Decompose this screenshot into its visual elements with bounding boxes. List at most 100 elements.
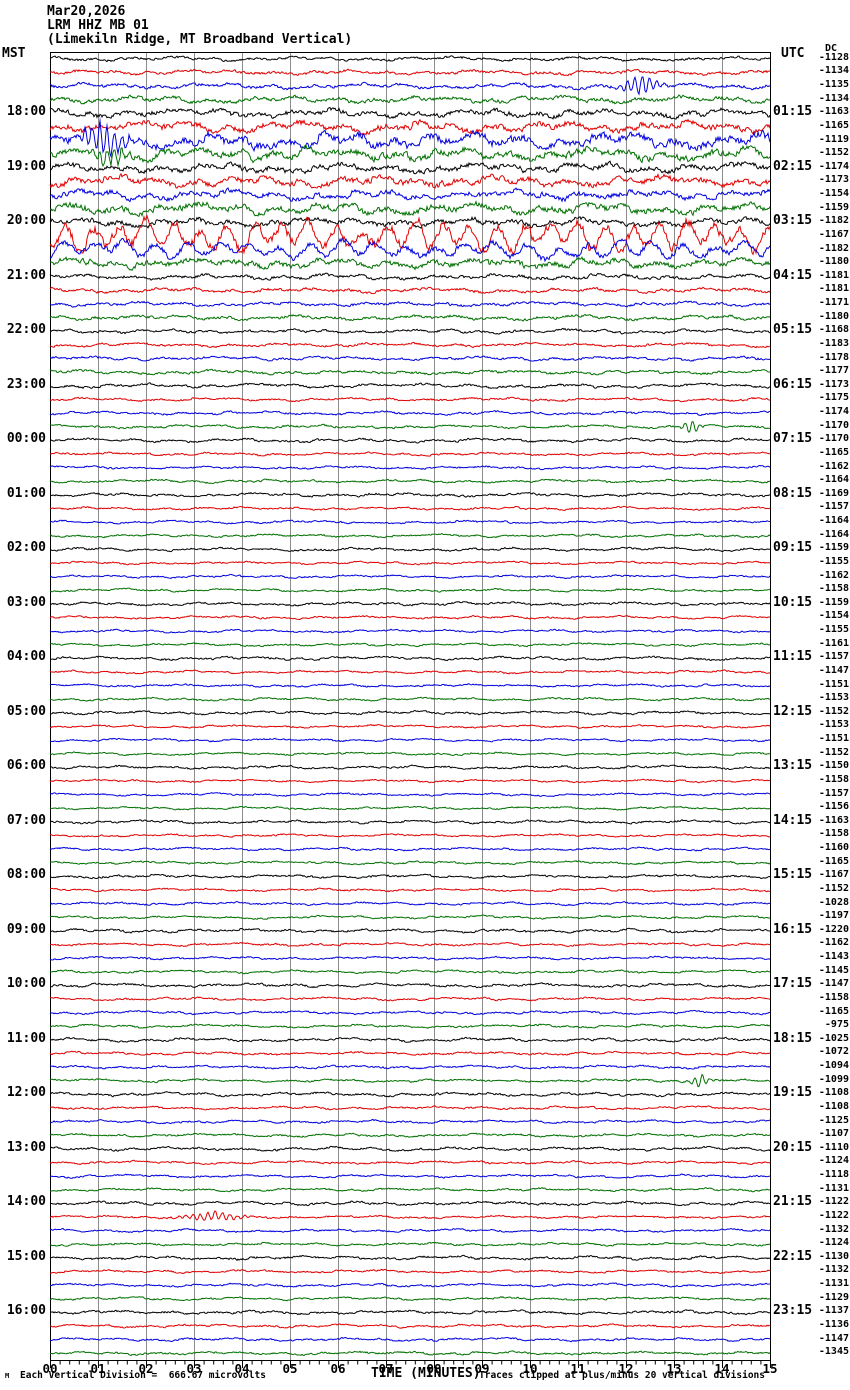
dc-offset-value: -1155	[818, 555, 849, 567]
utc-hour-label: 04:15	[773, 267, 813, 283]
dc-offset-value: -1122	[818, 1196, 849, 1208]
dc-offset-column-header: DC	[824, 43, 837, 54]
dc-offset-value: -1156	[818, 801, 849, 813]
x-tick-label: 02	[138, 1361, 154, 1376]
dc-offset-value: -1159	[818, 201, 849, 213]
dc-offset-value: -1173	[818, 378, 849, 390]
mst-hour-label: 08:00	[6, 867, 46, 883]
dc-offset-value: -1164	[818, 528, 849, 540]
dc-offset-value: -1125	[818, 1114, 849, 1126]
dc-offset-value: -1132	[818, 1223, 849, 1235]
dc-offset-value: -1150	[818, 760, 849, 772]
dc-offset-value: -1124	[818, 1237, 849, 1249]
dc-offset-value: -1160	[818, 842, 849, 854]
station-code: LRM HHZ MB 01	[47, 18, 149, 33]
x-tick-label: 11	[570, 1361, 586, 1376]
dc-offset-value: -1181	[818, 283, 849, 295]
utc-hour-label: 08:15	[773, 485, 813, 501]
dc-offset-value: -1163	[818, 106, 849, 118]
dc-offset-value: -1167	[818, 228, 849, 240]
dc-offset-value: -1161	[818, 637, 849, 649]
dc-offset-value: -1147	[818, 978, 849, 990]
x-axis-title: TIME (MINUTES)	[371, 1366, 481, 1381]
dc-offset-value: -1152	[818, 147, 849, 159]
dc-offset-value: -1099	[818, 1073, 849, 1085]
mst-hour-label: 14:00	[6, 1194, 46, 1210]
dc-offset-value: -1165	[818, 446, 849, 458]
page-title-date: Mar20,2026	[47, 4, 126, 19]
utc-hour-label: 14:15	[773, 812, 813, 828]
station-description: (Limekiln Ridge, MT Broadband Vertical)	[47, 32, 353, 47]
dc-offset-value: -1155	[818, 624, 849, 636]
dc-offset-value: -1162	[818, 937, 849, 949]
dc-offset-value: -1158	[818, 828, 849, 840]
utc-hour-label: 21:15	[773, 1194, 813, 1210]
dc-offset-value: -1165	[818, 1005, 849, 1017]
dc-offset-value: -1181	[818, 269, 849, 281]
dc-offset-value: -1110	[818, 1141, 849, 1153]
utc-hour-label: 13:15	[773, 758, 813, 774]
dc-offset-value: -1158	[818, 773, 849, 785]
dc-offset-value: -1158	[818, 583, 849, 595]
dc-offset-value: -1182	[818, 215, 849, 227]
dc-offset-value: -1134	[818, 92, 849, 104]
dc-offset-value: -1147	[818, 664, 849, 676]
dc-offset-value: -975	[824, 1019, 849, 1031]
x-tick-label: 03	[186, 1361, 202, 1376]
dc-offset-value: -1152	[818, 882, 849, 894]
utc-hour-label: 20:15	[773, 1139, 813, 1155]
dc-offset-value: -1174	[818, 160, 849, 172]
dc-offset-value: -1178	[818, 351, 849, 363]
mst-hour-label: 19:00	[6, 158, 46, 174]
dc-offset-value: -1137	[818, 1305, 849, 1317]
dc-offset-value: -1157	[818, 651, 849, 663]
right-timezone-label: UTC	[781, 46, 805, 61]
dc-offset-value: -1131	[818, 1182, 849, 1194]
mst-hour-label: 06:00	[6, 758, 46, 774]
dc-offset-value: -1107	[818, 1128, 849, 1140]
dc-offset-value: -1108	[818, 1100, 849, 1112]
dc-offset-value: -1118	[818, 1169, 849, 1181]
dc-offset-value: -1094	[818, 1060, 849, 1072]
dc-offset-value: -1153	[818, 719, 849, 731]
dc-offset-value: -1171	[818, 297, 849, 309]
utc-hour-label: 19:15	[773, 1085, 813, 1101]
mst-hour-label: 07:00	[6, 812, 46, 828]
utc-hour-label: 07:15	[773, 431, 813, 447]
dc-offset-value: -1119	[818, 133, 849, 145]
dc-offset-value: -1151	[818, 678, 849, 690]
dc-offset-value: -1152	[818, 705, 849, 717]
mst-hour-label: 05:00	[6, 703, 46, 719]
dc-offset-value: -1177	[818, 365, 849, 377]
dc-offset-value: -1168	[818, 324, 849, 336]
x-tick-label: 07	[378, 1361, 394, 1376]
dc-offset-value: -1025	[818, 1032, 849, 1044]
mst-hour-label: 04:00	[6, 649, 46, 665]
dc-offset-value: -1164	[818, 474, 849, 486]
utc-hour-label: 03:15	[773, 213, 813, 229]
mst-hour-label: 18:00	[6, 104, 46, 120]
dc-offset-value: -1180	[818, 310, 849, 322]
mst-hour-label: 12:00	[6, 1085, 46, 1101]
dc-offset-value: -1164	[818, 515, 849, 527]
x-tick-label: 06	[330, 1361, 346, 1376]
dc-offset-value: -1165	[818, 119, 849, 131]
utc-hour-label: 23:15	[773, 1303, 813, 1319]
dc-offset-value: -1153	[818, 692, 849, 704]
utc-hour-label: 10:15	[773, 594, 813, 610]
dc-offset-value: -1183	[818, 337, 849, 349]
utc-hour-label: 12:15	[773, 703, 813, 719]
x-tick-label: 10	[522, 1361, 538, 1376]
dc-offset-value: -1158	[818, 991, 849, 1003]
dc-offset-value: -1197	[818, 910, 849, 922]
corner-mark: M	[5, 1372, 10, 1380]
dc-offset-value: -1122	[818, 1209, 849, 1221]
dc-offset-value: -1151	[818, 733, 849, 745]
dc-offset-value: -1028	[818, 896, 849, 908]
mst-hour-label: 03:00	[6, 594, 46, 610]
dc-offset-value: -1129	[818, 1291, 849, 1303]
scale-note: Each Vertical Division = 666.67 microvol…	[20, 1370, 266, 1381]
dc-offset-value: -1170	[818, 419, 849, 431]
dc-offset-value: -1131	[818, 1278, 849, 1290]
